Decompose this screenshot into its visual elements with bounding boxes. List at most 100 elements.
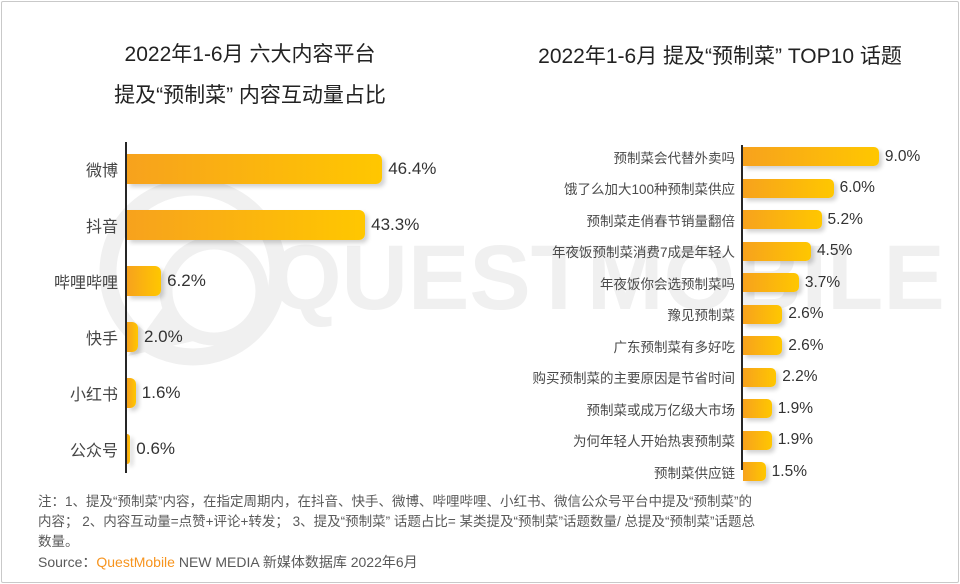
value-label: 3.7% bbox=[804, 273, 841, 291]
value-label: 2.0% bbox=[144, 327, 183, 346]
bar bbox=[127, 266, 162, 296]
chart-row: 哔哩哔哩 6.2% bbox=[40, 253, 480, 309]
value-label: 9.0% bbox=[884, 147, 921, 165]
chart-row: 购买预制菜的主要原因是节省时间 2.2% bbox=[490, 362, 955, 394]
category-label: 年夜饭你会选预制菜吗 bbox=[600, 276, 735, 292]
right-chart-title: 2022年1-6月 提及“预制菜” TOP10 话题 bbox=[538, 45, 902, 68]
bar-track: 6.0% bbox=[743, 178, 955, 198]
value-label: 2.6% bbox=[788, 305, 824, 323]
footnote-line: 内容； 2、内容互动量=点赞+评论+转发； 3、提及“预制菜” 话题占比= 某类… bbox=[38, 514, 756, 529]
right-bar-chart: 预制菜会代替外卖吗 9.0% 饿了么加大100种预制菜供应 6.0% 预制菜走俏春节销量… bbox=[490, 141, 955, 488]
bar-track: 5.2% bbox=[743, 210, 955, 230]
bar-track: 1.9% bbox=[743, 399, 955, 419]
category-label: 预制菜供应链 bbox=[654, 465, 735, 481]
source-line: Source：QuestMobile NEW MEDIA 新媒体数据库 2022… bbox=[38, 552, 933, 572]
bar bbox=[127, 154, 383, 184]
value-label: 1.9% bbox=[777, 431, 814, 449]
value-label: 1.6% bbox=[141, 383, 181, 402]
bar bbox=[743, 430, 772, 450]
chart-row: 抖音 43.3% bbox=[40, 197, 480, 253]
category-label: 微博 bbox=[85, 163, 118, 180]
bar bbox=[743, 147, 879, 167]
value-label: 46.4% bbox=[388, 159, 437, 178]
value-label: 1.5% bbox=[771, 462, 807, 480]
bar-track: 46.4% bbox=[127, 154, 480, 184]
bar-track: 2.2% bbox=[743, 367, 955, 387]
left-chart-title-line2: 提及“预制菜” 内容互动量占比 bbox=[114, 84, 386, 107]
chart-row: 豫见预制菜 2.6% bbox=[490, 299, 955, 331]
value-label: 43.3% bbox=[371, 215, 420, 234]
category-label: 豫见预制菜 bbox=[667, 308, 736, 324]
value-label: 1.9% bbox=[777, 399, 814, 417]
value-label: 6.0% bbox=[839, 179, 875, 197]
bar bbox=[743, 210, 822, 230]
bar-track: 2.6% bbox=[743, 336, 955, 356]
chart-row: 广东预制菜有多好吃 2.6% bbox=[490, 330, 955, 362]
chart-row: 预制菜或成万亿级大市场 1.9% bbox=[490, 393, 955, 425]
value-label: 2.2% bbox=[782, 368, 818, 386]
bar bbox=[743, 178, 834, 198]
category-label: 广东预制菜有多好吃 bbox=[613, 339, 736, 355]
questmobile-logo-icon bbox=[99, 178, 287, 366]
category-label: 小红书 bbox=[69, 387, 118, 404]
footnote: 注：1、提及“预制菜”内容，在指定周期内，在抖音、快手、微博、哔哩哔哩、小红书、… bbox=[38, 492, 933, 572]
source-brand: QuestMobile bbox=[96, 554, 175, 570]
bar bbox=[127, 378, 136, 408]
footnote-line: 注：1、提及“预制菜”内容，在指定周期内，在抖音、快手、微博、哔哩哔哩、小红书、… bbox=[38, 494, 752, 509]
category-label: 抖音 bbox=[85, 219, 118, 236]
value-label: 6.2% bbox=[167, 271, 206, 290]
left-chart-title: 2022年1-6月 六大内容平台 提及“预制菜” 内容互动量占比 bbox=[38, 34, 462, 116]
category-label: 饿了么加大100种预制菜供应 bbox=[563, 182, 735, 198]
chart-row: 饿了么加大100种预制菜供应 6.0% bbox=[490, 173, 955, 205]
chart-row: 公众号 0.6% bbox=[40, 421, 480, 477]
chart-row: 为何年轻人开始热衷预制菜 1.9% bbox=[490, 425, 955, 457]
left-chart-title-line1: 2022年1-6月 六大内容平台 bbox=[124, 43, 376, 66]
bar-track: 1.9% bbox=[743, 430, 955, 450]
bar-track: 1.5% bbox=[743, 462, 955, 482]
bar bbox=[743, 462, 766, 482]
left-bar-chart: 微博 46.4% 抖音 43.3% 哔哩哔哩 6.2% 快手 2.0% 小红书 1.6% 公众号 0.… bbox=[40, 141, 480, 477]
bar bbox=[127, 210, 366, 240]
value-label: 0.6% bbox=[136, 439, 176, 458]
category-label: 快手 bbox=[85, 331, 118, 348]
bar bbox=[743, 399, 772, 419]
bar bbox=[743, 273, 799, 293]
bar-track: 6.2% bbox=[127, 266, 480, 296]
bar bbox=[127, 434, 131, 464]
footnote-line: 数量。 bbox=[38, 534, 79, 549]
bar bbox=[743, 304, 783, 324]
bar bbox=[743, 336, 783, 356]
category-label: 哔哩哔哩 bbox=[53, 275, 118, 292]
value-label: 4.5% bbox=[816, 242, 853, 260]
source-rest: NEW MEDIA 新媒体数据库 2022年6月 bbox=[174, 554, 418, 570]
category-label: 预制菜走俏春节销量翻倍 bbox=[586, 213, 736, 229]
category-label: 为何年轻人开始热衷预制菜 bbox=[573, 434, 735, 450]
chart-row: 预制菜供应链 1.5% bbox=[490, 456, 955, 488]
category-label: 预制菜会代替外卖吗 bbox=[613, 150, 736, 166]
y-axis-line bbox=[125, 142, 127, 473]
bar-track: 43.3% bbox=[127, 210, 480, 240]
bar-track: 9.0% bbox=[743, 147, 955, 167]
chart-row: 小红书 1.6% bbox=[40, 365, 480, 421]
bar bbox=[127, 322, 138, 352]
chart-row: 微博 46.4% bbox=[40, 141, 480, 197]
chart-row: 预制菜走俏春节销量翻倍 5.2% bbox=[490, 204, 955, 236]
watermark-text: QUESTMOBILE bbox=[270, 227, 945, 329]
category-label: 公众号 bbox=[69, 443, 118, 460]
bar-track: 3.7% bbox=[743, 273, 955, 293]
chart-row: 快手 2.0% bbox=[40, 309, 480, 365]
y-axis-line bbox=[741, 145, 743, 470]
bar bbox=[743, 241, 811, 261]
bar bbox=[743, 367, 777, 387]
value-label: 2.6% bbox=[788, 336, 824, 354]
source-label: Source： bbox=[38, 554, 97, 570]
chart-row: 预制菜会代替外卖吗 9.0% bbox=[490, 141, 955, 173]
chart-row: 年夜饭你会选预制菜吗 3.7% bbox=[490, 267, 955, 299]
category-label: 购买预制菜的主要原因是节省时间 bbox=[532, 371, 736, 387]
bar-track: 1.6% bbox=[127, 378, 480, 408]
value-label: 5.2% bbox=[827, 210, 863, 228]
bar-track: 2.0% bbox=[127, 322, 480, 352]
chart-row: 年夜饭预制菜消费7成是年轻人 4.5% bbox=[490, 236, 955, 268]
bar-track: 4.5% bbox=[743, 241, 955, 261]
bar-track: 0.6% bbox=[127, 434, 480, 464]
